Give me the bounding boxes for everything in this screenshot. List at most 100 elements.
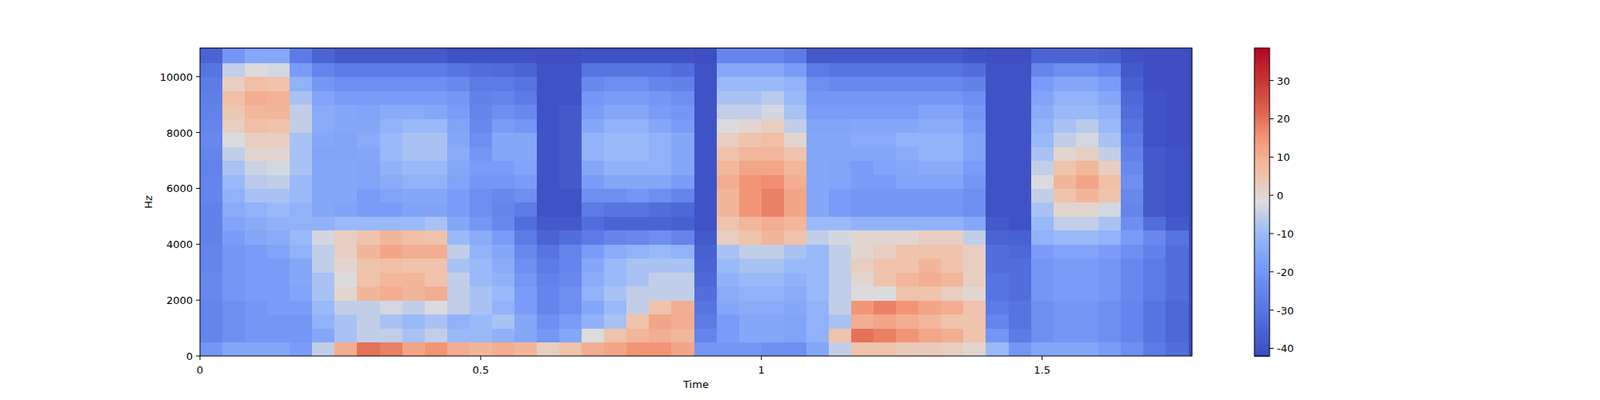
cell <box>918 146 942 161</box>
cell <box>402 272 426 287</box>
cell <box>806 202 830 217</box>
cell <box>469 104 493 120</box>
cell <box>761 104 785 120</box>
cell <box>222 90 246 105</box>
cell <box>985 62 1009 77</box>
cell <box>402 314 426 329</box>
y-tick <box>196 76 200 77</box>
cell <box>380 300 404 315</box>
cell <box>559 146 583 161</box>
cell <box>1143 174 1167 189</box>
cell <box>694 174 718 189</box>
cell <box>851 258 875 273</box>
cell <box>447 258 471 273</box>
cell <box>896 300 920 315</box>
cell <box>312 244 336 259</box>
cell <box>1165 118 1189 133</box>
cell <box>492 76 516 92</box>
cell <box>963 132 987 148</box>
cell <box>1053 174 1077 189</box>
cell <box>1076 90 1100 105</box>
cell <box>1053 314 1077 329</box>
cell <box>1031 342 1055 356</box>
cell <box>1098 202 1122 217</box>
cell <box>356 258 380 273</box>
cell <box>918 272 942 287</box>
cell <box>1165 62 1189 77</box>
cell <box>918 90 942 105</box>
cell <box>469 230 493 245</box>
cell <box>1031 244 1055 259</box>
cell <box>492 118 516 133</box>
cell <box>1120 146 1144 161</box>
cell <box>334 90 358 105</box>
cell <box>671 174 695 189</box>
cell <box>289 90 313 105</box>
cell <box>671 90 695 105</box>
cell <box>806 286 830 301</box>
cell <box>536 90 560 105</box>
cell <box>1098 342 1122 356</box>
cell <box>1008 258 1032 273</box>
cell <box>873 104 897 120</box>
cell <box>985 48 1009 64</box>
cell <box>761 258 785 273</box>
cell <box>492 160 516 176</box>
cell <box>1008 272 1032 287</box>
cell <box>648 188 672 203</box>
cell <box>963 90 987 105</box>
cell <box>896 104 920 120</box>
cell <box>380 174 404 189</box>
cell <box>289 146 313 161</box>
cell <box>334 202 358 217</box>
cell <box>716 146 740 161</box>
cell <box>289 104 313 120</box>
cell <box>447 272 471 287</box>
cell <box>559 314 583 329</box>
cell <box>963 118 987 133</box>
cell <box>267 202 291 217</box>
cell <box>671 202 695 217</box>
cell <box>963 300 987 315</box>
colorbar-tick <box>1269 271 1274 272</box>
cell <box>739 146 763 161</box>
cell <box>222 272 246 287</box>
cell <box>648 174 672 189</box>
cell <box>581 244 605 259</box>
y-tick <box>196 356 200 357</box>
cell <box>806 230 830 245</box>
cell <box>1076 118 1100 133</box>
cell <box>312 90 336 105</box>
cell <box>940 342 964 356</box>
cell <box>761 118 785 133</box>
cell <box>469 216 493 231</box>
cell <box>581 118 605 133</box>
cell <box>716 62 740 77</box>
cell <box>918 202 942 217</box>
cell <box>469 328 493 343</box>
cells <box>200 48 1189 356</box>
cell <box>648 258 672 273</box>
cell <box>1008 342 1032 356</box>
cell <box>222 118 246 133</box>
cell <box>289 328 313 343</box>
cell <box>447 230 471 245</box>
cell <box>356 230 380 245</box>
cell <box>806 146 830 161</box>
cell <box>963 48 987 64</box>
cell <box>716 328 740 343</box>
cell <box>1053 104 1077 120</box>
cell <box>963 314 987 329</box>
cell <box>963 160 987 176</box>
cell <box>828 216 852 231</box>
cell <box>940 202 964 217</box>
cell <box>536 76 560 92</box>
cell <box>356 328 380 343</box>
cell <box>469 258 493 273</box>
cell <box>380 272 404 287</box>
cell <box>334 258 358 273</box>
colorbar-tick-label: -10 <box>1276 228 1294 240</box>
cell <box>380 104 404 120</box>
cell <box>581 160 605 176</box>
cell <box>963 76 987 92</box>
